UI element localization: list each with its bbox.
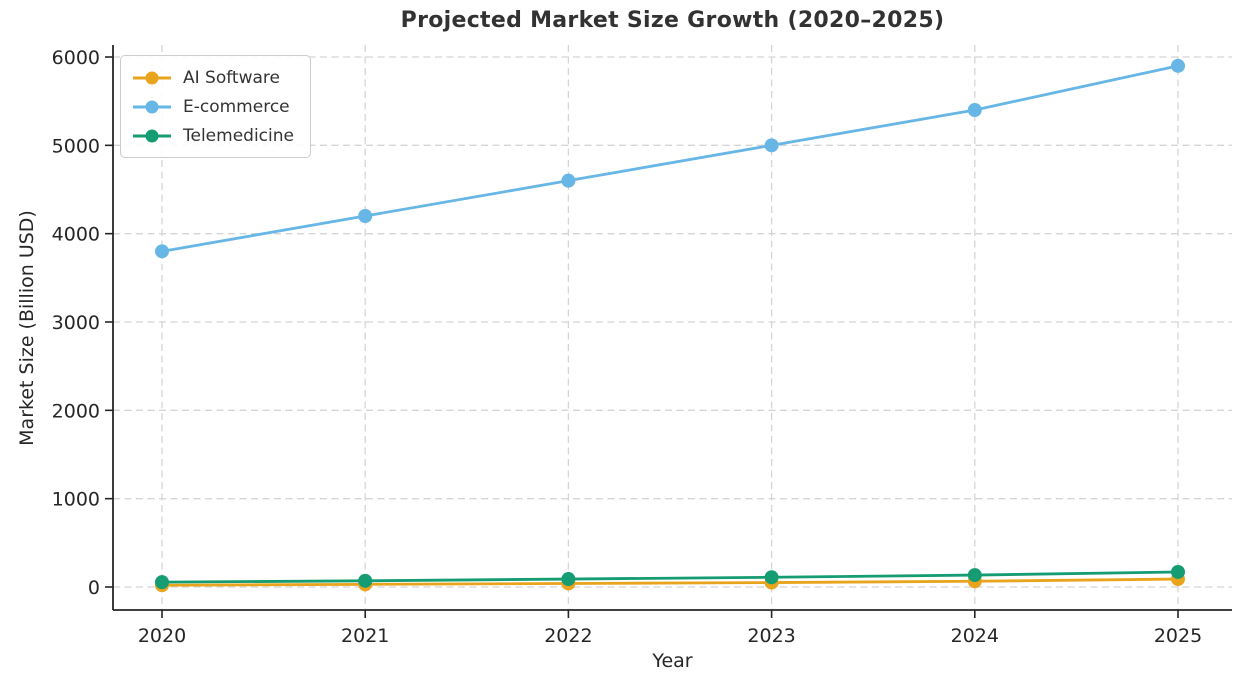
x-tick-label: 2022 (544, 625, 592, 647)
y-axis-label: Market Size (Billion USD) (16, 210, 38, 446)
data-point-e-commerce-2024 (967, 103, 982, 118)
data-point-e-commerce-2022 (561, 173, 576, 188)
data-point-telemedicine-2025 (1171, 564, 1185, 579)
x-tick-label: 2020 (138, 625, 186, 647)
legend-label: Telemedicine (183, 125, 294, 146)
y-tick-label: 5000 (52, 135, 100, 157)
y-tick-label: 2000 (52, 400, 100, 422)
y-tick-label: 3000 (52, 312, 100, 334)
legend-item-e-commerce: E-commerce (131, 92, 294, 121)
legend-label: AI Software (183, 67, 280, 88)
line-marker-icon (133, 71, 171, 84)
y-tick-label: 6000 (52, 47, 100, 69)
x-tick-label: 2023 (747, 625, 795, 647)
series-line-telemedicine (160, 570, 1180, 584)
series-line-ai-software (160, 577, 1180, 587)
x-tick-label: 2021 (341, 625, 389, 647)
y-tick-label: 4000 (52, 224, 100, 246)
data-point-telemedicine-2022 (561, 572, 576, 587)
data-point-telemedicine-2021 (358, 573, 373, 588)
x-axis-label: Year (652, 650, 693, 672)
x-tick-label: 2024 (951, 625, 999, 647)
x-tick-label: 2025 (1154, 625, 1202, 647)
chart-title: Projected Market Size Growth (2020–2025) (400, 8, 945, 33)
y-tick-label: 0 (88, 577, 100, 599)
line-marker-icon (133, 129, 171, 142)
data-point-e-commerce-2020 (155, 244, 169, 259)
data-point-e-commerce-2023 (764, 138, 779, 153)
y-tick-label: 1000 (52, 489, 100, 511)
legend-label: E-commerce (183, 96, 290, 117)
series-line-e-commerce (160, 64, 1180, 253)
legend-item-ai-software: AI Software (131, 63, 294, 92)
data-point-e-commerce-2021 (358, 209, 373, 224)
legend-item-telemedicine: Telemedicine (131, 121, 294, 150)
data-point-telemedicine-2024 (967, 568, 982, 583)
line-marker-icon (133, 100, 171, 113)
data-point-e-commerce-2025 (1171, 58, 1185, 73)
legend: AI Software E-commerce Telemedicine (120, 55, 311, 158)
data-point-telemedicine-2023 (764, 570, 779, 585)
data-point-telemedicine-2020 (155, 575, 169, 590)
